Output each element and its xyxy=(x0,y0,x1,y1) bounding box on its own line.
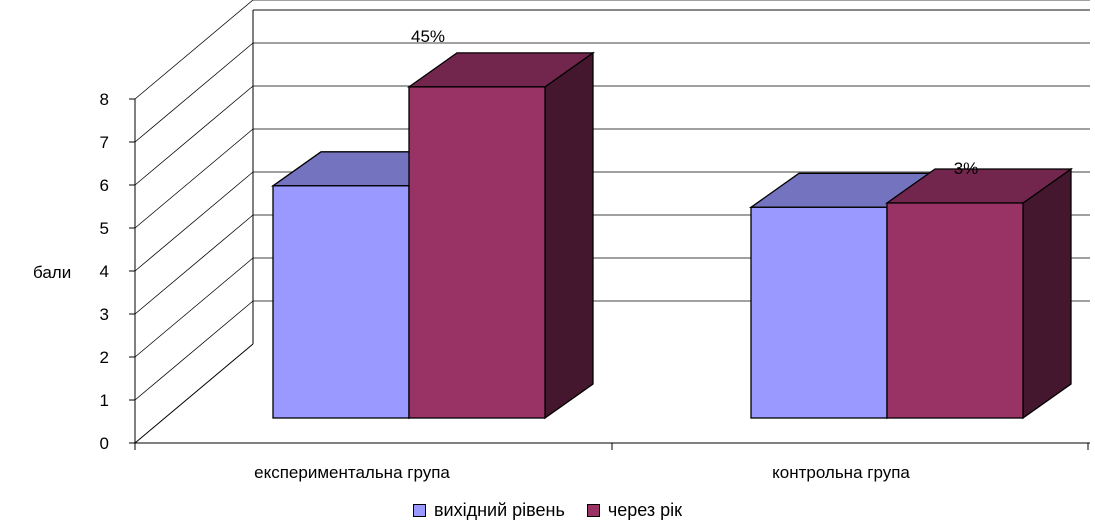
annotation-experimental: 45% xyxy=(411,27,445,46)
y-tick-label: 6 xyxy=(100,176,109,195)
bar-front xyxy=(408,86,546,419)
y-tick-label: 7 xyxy=(100,133,109,152)
legend-item-initial: вихідний рівень xyxy=(412,500,565,521)
legend-label-after-year: через рік xyxy=(607,500,683,520)
gridline-diagonal xyxy=(134,128,254,229)
legend-swatch-initial xyxy=(412,504,426,517)
y-tick-label: 5 xyxy=(100,219,109,238)
gridline-diagonal xyxy=(134,214,254,315)
y-tick-label: 1 xyxy=(100,391,109,410)
legend-label-initial: вихідний рівень xyxy=(433,500,565,520)
gridline-diagonal xyxy=(134,85,254,186)
y-tick-label: 2 xyxy=(100,348,109,367)
annotation-control: 3% xyxy=(954,159,979,178)
gridline-diagonal xyxy=(134,0,254,100)
gridline-diagonal xyxy=(134,42,254,143)
bar-front xyxy=(272,185,410,419)
y-tick-label: 4 xyxy=(100,262,109,281)
bars xyxy=(270,51,1074,420)
bar-chart: 0 1 2 3 4 5 6 7 8 експериментальна група контроль… xyxy=(33,0,1090,482)
bar-front xyxy=(886,202,1024,419)
gridline-diagonal xyxy=(134,171,254,272)
bar-after-year-0 xyxy=(406,51,596,420)
y-tick-label: 3 xyxy=(100,305,109,324)
y-tick-label: 0 xyxy=(100,434,109,453)
gridline-diagonal xyxy=(134,257,254,358)
x-axis-categories: експериментальна група контрольна група xyxy=(254,463,910,482)
bar-side xyxy=(1022,167,1072,420)
x-category-label: контрольна група xyxy=(772,463,910,482)
bar-after-year-1 xyxy=(884,167,1074,420)
y-tick-label: 8 xyxy=(100,90,109,109)
legend: вихідний рівень через рік xyxy=(0,500,1095,521)
bar-side xyxy=(544,51,594,420)
x-category-label: експериментальна група xyxy=(254,463,450,482)
gridline-diagonal xyxy=(134,300,254,401)
legend-swatch-after-year xyxy=(586,504,600,517)
y-axis-label: бали xyxy=(33,263,71,282)
legend-item-after-year: через рік xyxy=(586,500,683,521)
y-axis-ticks: 0 1 2 3 4 5 6 7 8 xyxy=(100,90,135,453)
floor-edge xyxy=(134,343,254,444)
bar-front xyxy=(750,206,888,419)
